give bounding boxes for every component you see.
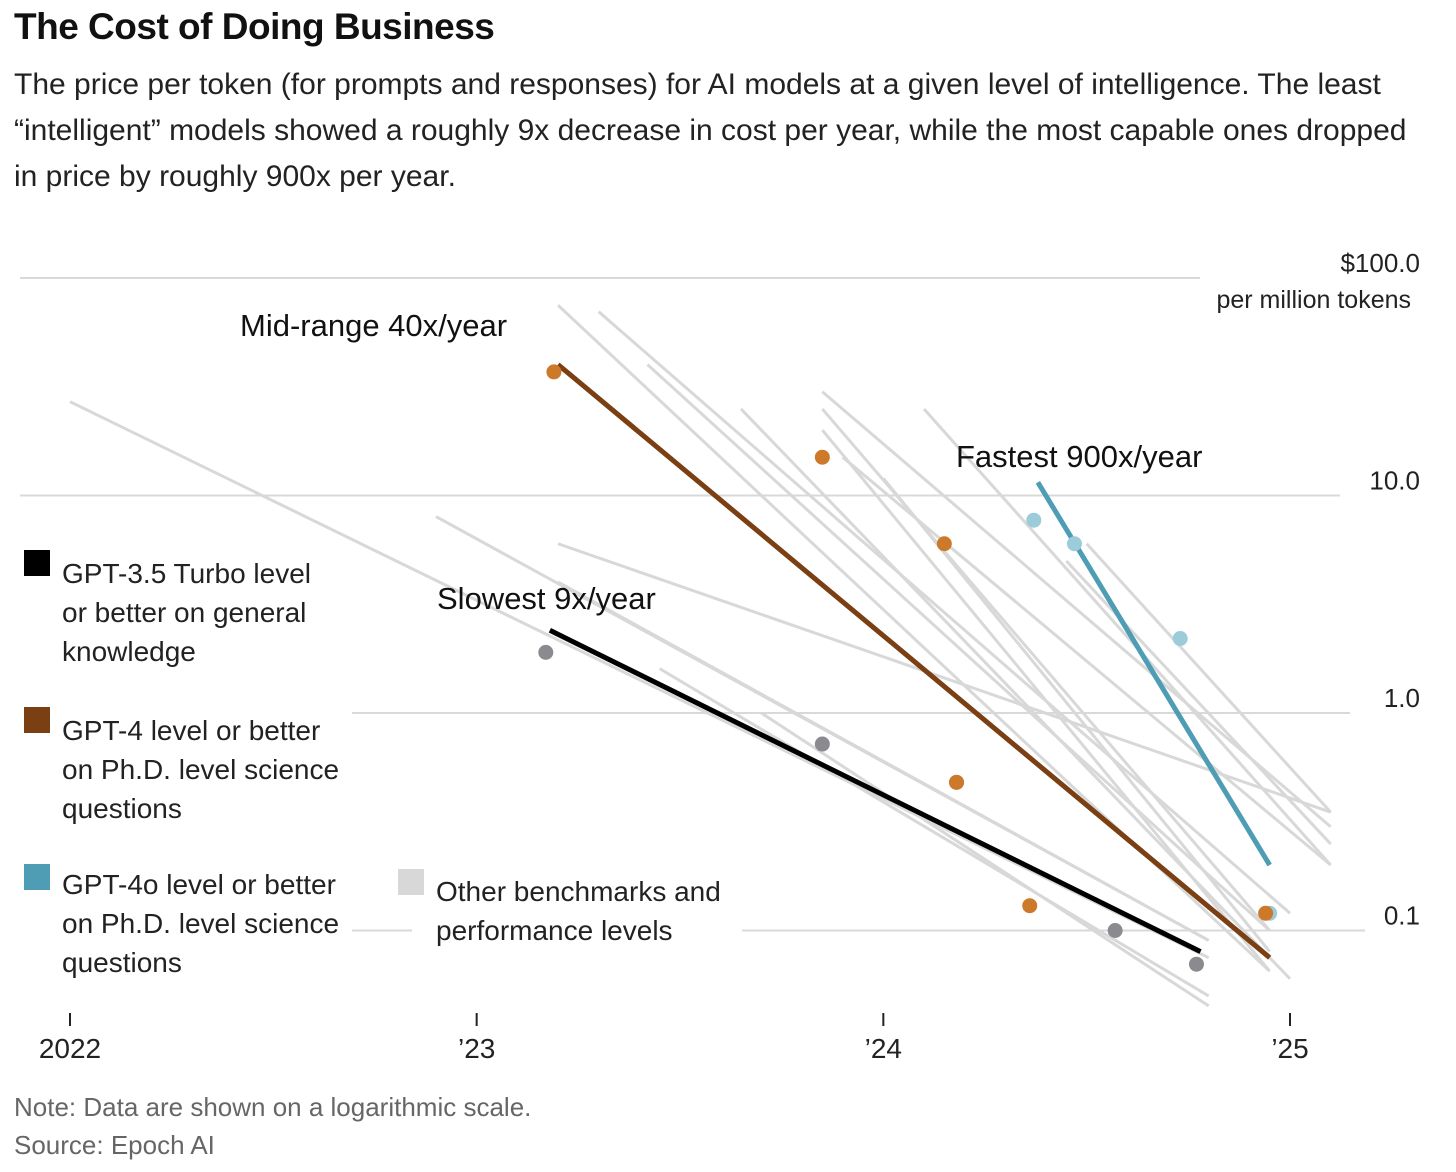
legend-label-gpt4: GPT-4 level or better on Ph.D. level sci…	[62, 711, 339, 828]
data-point-gpt4	[814, 449, 830, 465]
other-benchmark-line	[658, 667, 1210, 998]
data-point-gpt4	[1022, 898, 1038, 914]
trend-line-gpt35	[548, 628, 1202, 954]
x-tick-label: ’23	[458, 1033, 495, 1064]
annotation-gpt4o: Fastest 900x/year	[956, 439, 1202, 474]
legend-swatch-gpt35	[24, 550, 50, 576]
y-tick-label: 10.0	[1369, 466, 1420, 496]
data-point-gpt35	[814, 736, 830, 752]
legend-line: GPT-3.5 Turbo level	[62, 558, 312, 589]
legend-line: GPT-4o level or better	[62, 869, 336, 900]
other-benchmark-line	[821, 429, 1271, 973]
y-tick-label: 1.0	[1384, 683, 1420, 713]
legend-line: on Ph.D. level science	[62, 908, 340, 939]
other-benchmark-line	[760, 711, 1210, 1008]
legend-label-gpt4o: GPT-4o level or better on Ph.D. level sc…	[62, 865, 339, 982]
legend-label-gpt35: GPT-3.5 Turbo level or better on general…	[62, 554, 311, 671]
annotations: Mid-range 40x/year Fastest 900x/year Slowe…	[240, 308, 1202, 616]
other-benchmark-line	[557, 580, 1210, 942]
data-point-gpt4	[1258, 905, 1274, 921]
trend-line-gpt4	[556, 362, 1272, 960]
data-point-gpt4	[949, 774, 965, 790]
legend-line: performance levels	[436, 915, 673, 946]
x-tick-label: ’24	[865, 1033, 902, 1064]
other-benchmark-line	[841, 456, 1332, 867]
other-benchmark-line	[557, 542, 1332, 814]
x-tick-label: ’25	[1271, 1033, 1308, 1064]
legend-line: GPT-4 level or better	[62, 715, 321, 746]
legend-swatch-gpt4o	[24, 864, 50, 890]
other-benchmark-line	[882, 477, 1271, 953]
gridlines	[20, 277, 1365, 932]
data-points	[538, 364, 1278, 972]
legend-swatch-other	[398, 869, 424, 895]
legend-line: questions	[62, 793, 182, 824]
other-benchmark-line	[739, 407, 1292, 980]
data-point-gpt4o	[1172, 631, 1188, 647]
data-point-gpt4o	[1066, 536, 1082, 552]
data-point-gpt35	[1107, 923, 1123, 938]
legend-label-other: Other benchmarks and performance levels	[436, 872, 721, 950]
other-benchmark-line	[1085, 542, 1332, 814]
legend-line: questions	[62, 947, 182, 978]
chart-note: Note: Data are shown on a logarithmic sc…	[14, 1092, 532, 1122]
data-point-gpt4o	[1026, 512, 1042, 528]
other-benchmark-line	[597, 310, 1291, 915]
legend-line: or better on general	[62, 597, 307, 628]
y-axis-unit-label: per million tokens	[1216, 286, 1411, 314]
chart-subtitle: The price per token (for prompts and res…	[14, 68, 1407, 193]
chart-title: The Cost of Doing Business	[14, 6, 495, 47]
chart-source: Source: Epoch AI	[14, 1130, 215, 1160]
data-point-gpt35	[1188, 956, 1204, 972]
data-point-gpt4	[546, 364, 562, 380]
other-benchmark-line	[922, 407, 1332, 867]
annotation-gpt4: Mid-range 40x/year	[240, 308, 507, 343]
x-tick-label: 2022	[39, 1033, 101, 1064]
other-benchmark-line	[1065, 559, 1332, 845]
data-point-gpt4	[936, 536, 952, 552]
other-benchmark-line	[646, 363, 1271, 932]
legend-line: on Ph.D. level science	[62, 754, 340, 785]
y-tick-label: 0.1	[1384, 901, 1420, 931]
annotation-gpt35: Slowest 9x/year	[437, 581, 656, 616]
data-point-gpt35	[538, 644, 554, 660]
legend-swatch-gpt4	[24, 707, 50, 733]
legend-line: knowledge	[62, 636, 196, 667]
legend-line: Other benchmarks and	[436, 876, 721, 907]
other-benchmark-line	[69, 400, 1210, 960]
axes: $100.0 10.0 1.0 0.1 per million tokens 2022 ’2…	[39, 248, 1420, 1064]
y-tick-label: $100.0	[1340, 248, 1420, 278]
